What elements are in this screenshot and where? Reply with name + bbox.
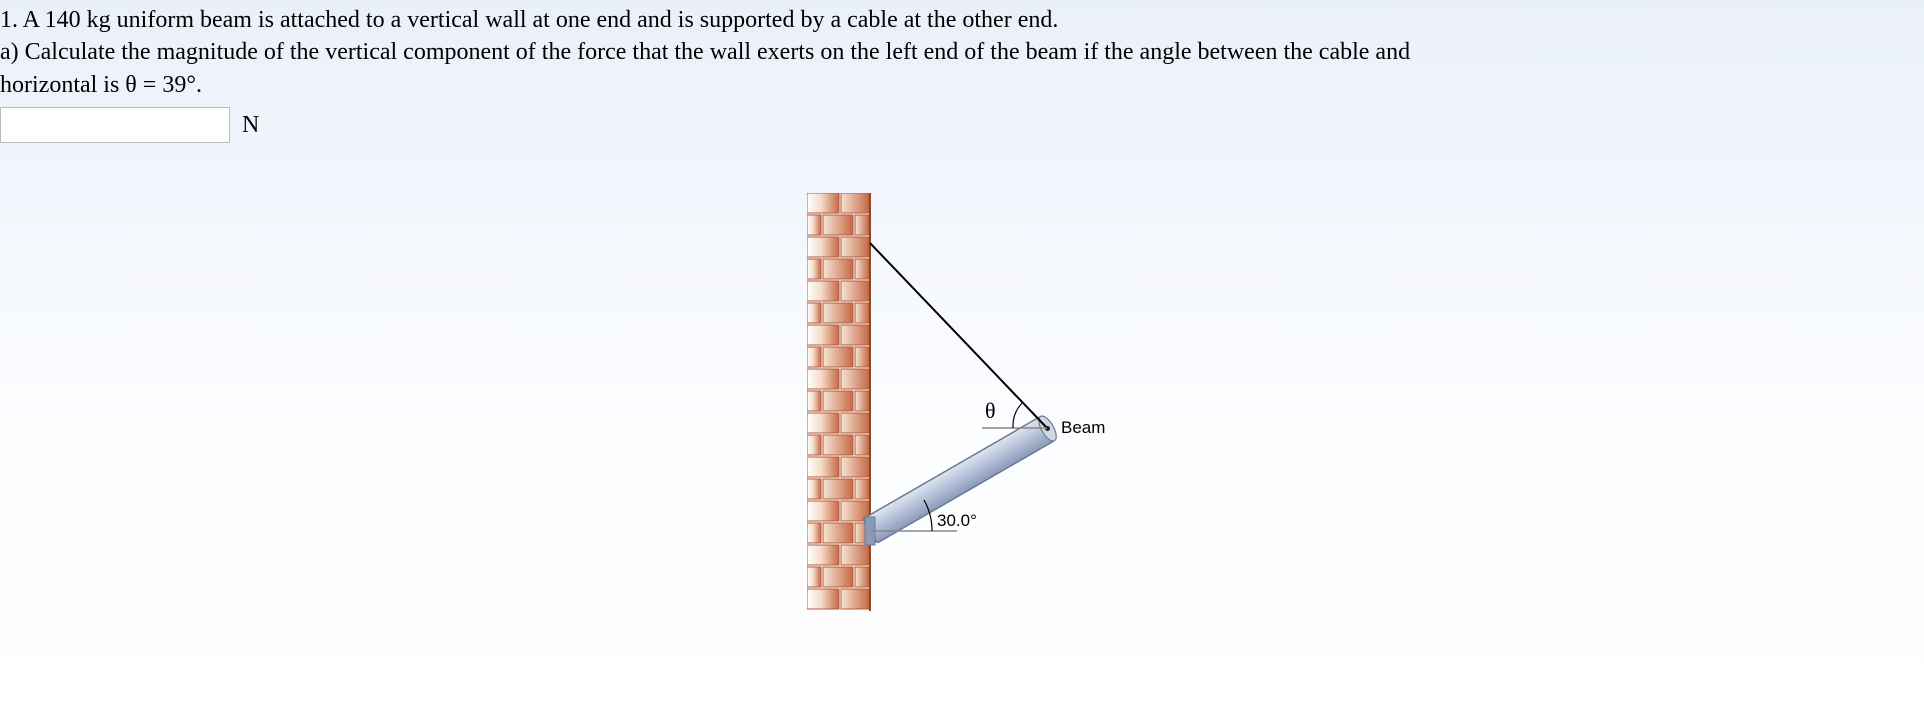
beam-diagram: θ Beam 30.0° bbox=[807, 193, 1117, 613]
beam-label: Beam bbox=[1061, 418, 1105, 437]
cable bbox=[870, 243, 1047, 428]
theta-arc bbox=[1013, 403, 1022, 428]
problem-line-1: 1. A 140 kg uniform beam is attached to … bbox=[0, 4, 1924, 36]
brick-wall bbox=[807, 193, 870, 611]
theta-label: θ bbox=[985, 398, 996, 423]
problem-line-2a: a) Calculate the magnitude of the vertic… bbox=[0, 36, 1924, 68]
answer-unit: N bbox=[242, 112, 259, 139]
answer-input[interactable] bbox=[0, 107, 230, 143]
problem-line-2b: horizontal is θ = 39°. bbox=[0, 69, 1924, 101]
beam-angle-label: 30.0° bbox=[937, 511, 977, 530]
